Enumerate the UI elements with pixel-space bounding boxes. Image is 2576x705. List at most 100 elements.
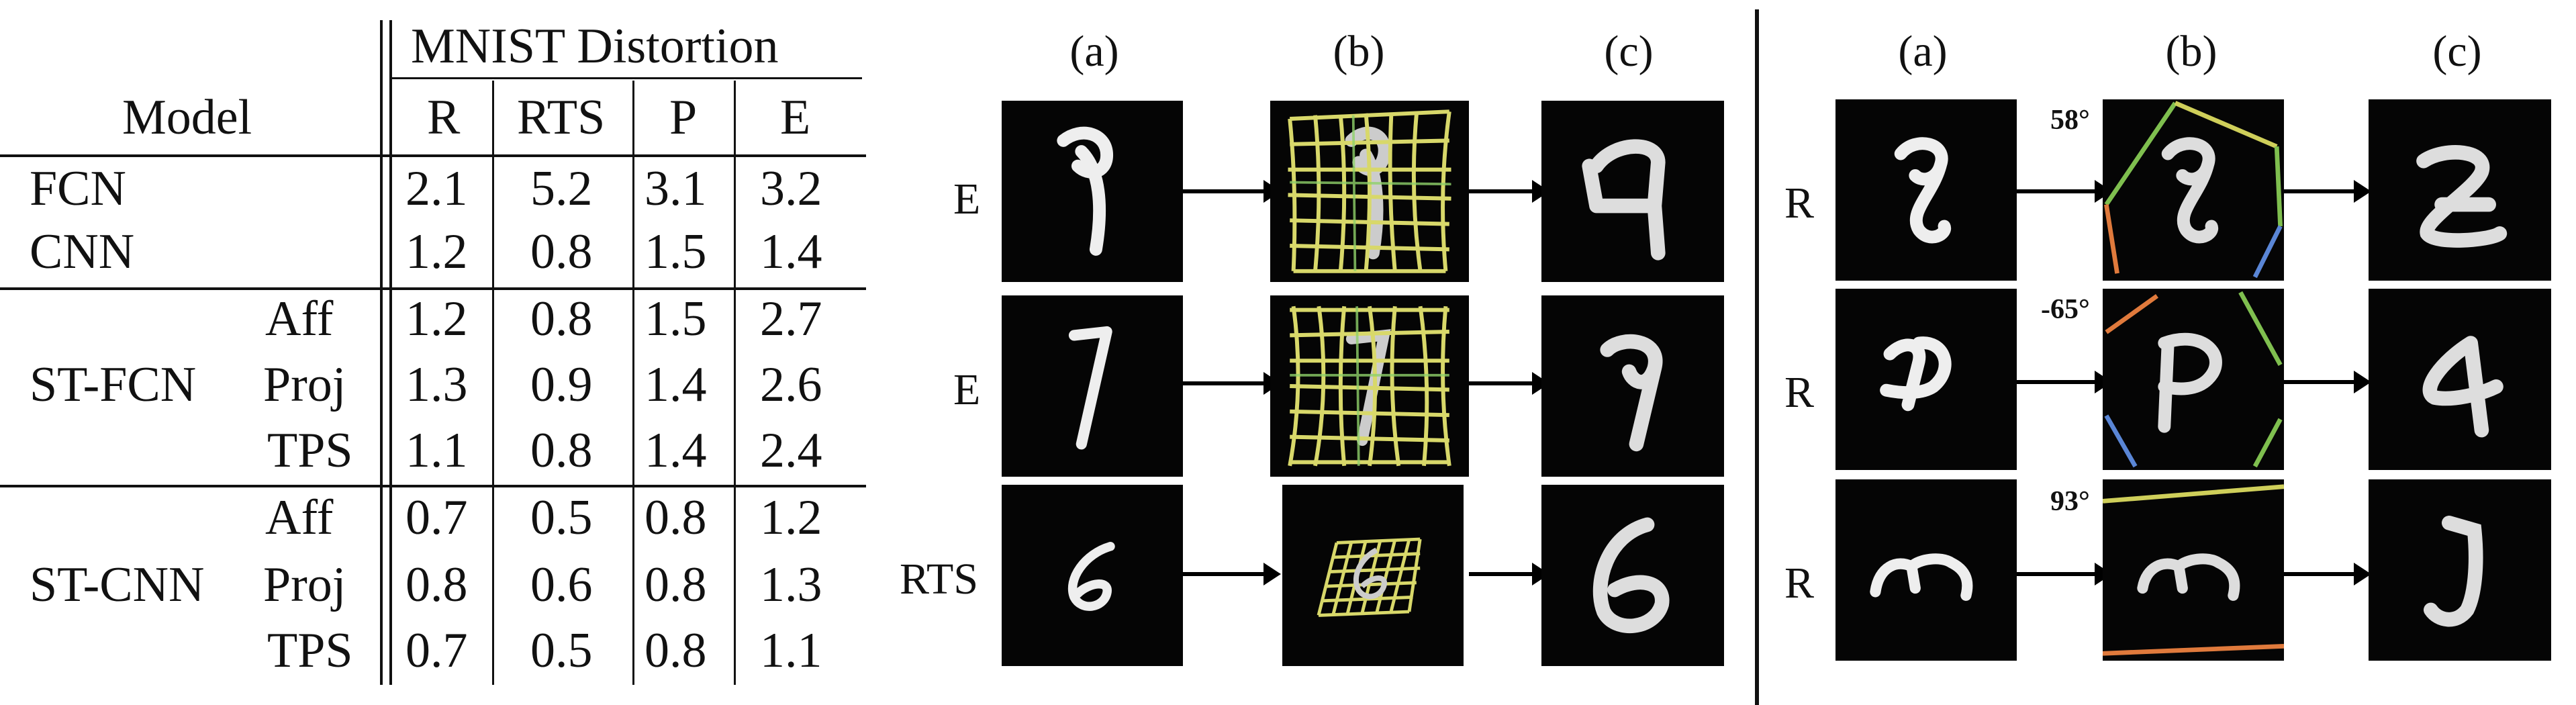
table-cell: 3.1: [645, 161, 707, 216]
col-header-e: E: [780, 90, 811, 145]
table-col-sep: [734, 81, 736, 685]
model-name: ST-CNN: [30, 557, 205, 612]
column-label-a: (a): [1069, 27, 1119, 76]
table-cell: 1.4: [645, 357, 707, 412]
arrow-right: [2017, 180, 2112, 203]
rotation-angle-label: 93°: [2050, 486, 2090, 517]
row-label: E: [953, 175, 981, 224]
table-cell: 0.8: [645, 490, 707, 545]
transformed-bounds-image: [2103, 479, 2284, 661]
table-double-line-right: [389, 20, 392, 685]
left-figure-panel: (a) (b) (c) E E: [886, 0, 1759, 705]
table-cell: 0.5: [530, 490, 593, 545]
table-cell: 0.8: [530, 423, 593, 478]
column-label-c: (c): [1604, 27, 1654, 76]
table-cell: 0.8: [530, 224, 593, 279]
arrow-right: [1183, 563, 1281, 585]
header-rule: [0, 154, 866, 157]
column-label-a: (a): [1898, 27, 1948, 76]
input-digit-image: [1002, 101, 1183, 282]
output-digit-image: [2369, 99, 2551, 281]
model-name: ST-FCN: [30, 357, 197, 412]
table-cell: 0.9: [530, 357, 593, 412]
table-cell: 1.3: [406, 357, 468, 412]
table-cell: 0.6: [530, 557, 593, 612]
variant-name: TPS: [267, 423, 353, 478]
model-name: FCN: [30, 161, 126, 216]
transformed-bounds-image: [2103, 99, 2284, 281]
arrow-right: [2284, 563, 2371, 585]
table-cell: 1.2: [406, 224, 468, 279]
section-rule: [0, 287, 866, 290]
table-col-sep: [492, 81, 494, 685]
table-cell: 1.4: [760, 224, 822, 279]
arrow-right: [1469, 563, 1549, 585]
variant-name: Proj: [263, 357, 346, 412]
section-rule: [0, 485, 866, 487]
transformed-grid-image: [1270, 295, 1469, 477]
column-label-b: (b): [2165, 27, 2217, 76]
panel-divider: [1755, 9, 1759, 705]
table-cell: 2.6: [760, 357, 822, 412]
variant-name: Proj: [263, 557, 346, 612]
results-table: MNIST Distortion Model R RTS P E FCN 2.1…: [0, 0, 886, 705]
table-cell: 2.4: [760, 423, 822, 478]
table-double-line-left: [380, 20, 383, 685]
column-label-b: (b): [1333, 27, 1385, 76]
row-label: R: [1784, 559, 1815, 608]
table-cell: 0.8: [530, 291, 593, 346]
arrow-right: [1183, 180, 1281, 203]
table-col-sep: [632, 81, 634, 685]
input-digit-image: [1835, 99, 2017, 281]
variant-name: Aff: [265, 490, 334, 545]
arrow-right: [2017, 371, 2112, 393]
arrow-right: [1469, 180, 1549, 203]
arrow-right: [2284, 180, 2371, 203]
table-cell: 2.1: [406, 161, 468, 216]
table-cell: 0.7: [406, 623, 468, 678]
table-cell: 1.1: [760, 623, 822, 678]
group-header: MNIST Distortion: [411, 19, 779, 74]
table-cell: 1.4: [645, 423, 707, 478]
rotation-angle-label: -65°: [2041, 294, 2090, 325]
variant-name: TPS: [267, 623, 353, 678]
group-header-rule: [392, 77, 862, 79]
arrow-right: [2284, 371, 2371, 393]
table-cell: 1.1: [406, 423, 468, 478]
model-name: CNN: [30, 224, 135, 279]
row-label: E: [953, 365, 981, 414]
arrow-right: [1469, 372, 1549, 395]
transformed-grid-image: [1270, 101, 1469, 282]
model-header: Model: [122, 90, 252, 145]
col-header-p: P: [669, 90, 698, 145]
transformed-bounds-image: [2103, 289, 2284, 470]
table-cell: 1.5: [645, 224, 707, 279]
table-cell: 2.7: [760, 291, 822, 346]
arrow-right: [1183, 372, 1281, 395]
input-digit-image: [1002, 485, 1183, 666]
column-label-c: (c): [2432, 27, 2482, 76]
table-cell: 1.2: [760, 490, 822, 545]
row-label: R: [1784, 368, 1815, 417]
output-digit-image: [1541, 295, 1724, 477]
col-header-r: R: [427, 90, 461, 145]
table-cell: 1.3: [760, 557, 822, 612]
table-cell: 3.2: [760, 161, 822, 216]
col-header-rts: RTS: [517, 90, 606, 145]
input-digit-image: [1835, 289, 2017, 470]
variant-name: Aff: [265, 291, 334, 346]
output-digit-image: [2369, 479, 2551, 661]
table-cell: 1.2: [406, 291, 468, 346]
arrow-right: [2017, 563, 2112, 585]
row-label: R: [1784, 179, 1815, 228]
input-digit-image: [1835, 479, 2017, 661]
table-cell: 0.8: [645, 557, 707, 612]
table-cell: 5.2: [530, 161, 593, 216]
input-digit-image: [1002, 295, 1183, 477]
table-cell: 0.5: [530, 623, 593, 678]
rotation-angle-label: 58°: [2050, 105, 2090, 136]
table-cell: 0.7: [406, 490, 468, 545]
table-cell: 0.8: [645, 623, 707, 678]
table-cell: 1.5: [645, 291, 707, 346]
right-figure-panel: (a) (b) (c) R 58° R -65°: [1759, 0, 2576, 705]
